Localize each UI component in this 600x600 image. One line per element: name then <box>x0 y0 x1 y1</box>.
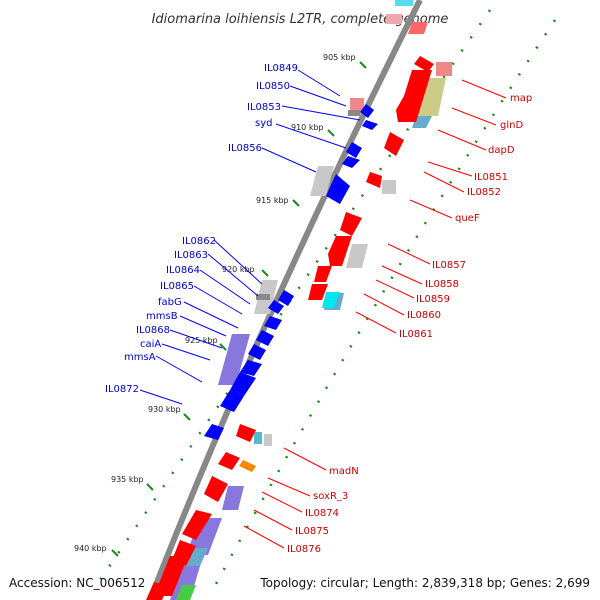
gene-arrow <box>322 292 340 308</box>
gene-label: IL0861 <box>399 329 433 340</box>
gene-arrow <box>204 424 224 440</box>
gene-label: IL0862 <box>182 236 216 247</box>
cog-block <box>239 460 256 472</box>
gene-arrow <box>384 132 404 156</box>
gene-label: mmsA <box>124 352 156 363</box>
gene-arrow <box>182 510 212 540</box>
gene-label: IL0852 <box>467 187 501 198</box>
gene-arrow <box>256 330 274 346</box>
gene-label: IL0876 <box>287 544 321 555</box>
gene-arrow <box>308 284 328 300</box>
gene-arrow <box>264 316 282 330</box>
gene-label: caiA <box>140 339 161 350</box>
reverse-leader-lines <box>139 69 361 405</box>
gene-label: fabG <box>158 297 182 308</box>
gene-label: madN <box>329 466 359 477</box>
gene-label: IL0851 <box>474 172 508 183</box>
gene-label: soxR_3 <box>313 491 348 502</box>
scale-label: 915 kbp <box>256 196 289 205</box>
genome-summary-text: Topology: circular; Length: 2,839,318 bp… <box>259 576 590 590</box>
gene-label: syd <box>255 118 272 129</box>
gene-label: IL0863 <box>174 250 208 261</box>
gene-arrow <box>220 390 244 412</box>
cog-block <box>412 116 432 128</box>
gene-label: IL0856 <box>228 143 262 154</box>
map-title: Idiomarina loihiensis L2TR, complete gen… <box>152 12 449 27</box>
gene-arrow <box>204 476 228 502</box>
gene-arrow <box>230 372 256 396</box>
scale-label: 930 kbp <box>148 405 181 414</box>
gene-arrow <box>314 266 332 282</box>
genome-backbone <box>147 0 423 600</box>
cog-block <box>218 334 250 385</box>
forward-genes <box>146 22 434 600</box>
scale-label: 940 kbp <box>74 544 107 553</box>
gene-arrow <box>342 156 360 168</box>
cog-block <box>386 14 402 24</box>
gene-label: IL0875 <box>295 526 329 537</box>
scale-ticks <box>111 61 367 557</box>
cog-block <box>346 244 368 268</box>
reverse-genes <box>204 104 378 440</box>
gene-label: IL0860 <box>407 310 441 321</box>
reverse-gene-labels: IL0849 IL0850 IL0853 syd IL0856 IL0862 I… <box>105 63 298 395</box>
gene-arrow <box>326 174 350 204</box>
gene-arrow <box>362 120 378 130</box>
cog-block <box>395 0 413 6</box>
gene-label: dapD <box>488 145 515 156</box>
gene-arrow <box>328 236 352 266</box>
gene-label: queF <box>455 213 480 224</box>
scale-label: 920 kbp <box>222 265 255 274</box>
gene-label: IL0872 <box>105 384 139 395</box>
cog-block <box>254 432 262 444</box>
cog-block <box>382 180 396 194</box>
gene-arrow <box>360 104 374 118</box>
gene-label: glnD <box>500 120 523 131</box>
gene-label: IL0858 <box>425 279 459 290</box>
gene-label: IL0874 <box>305 508 339 519</box>
gene-arrow <box>340 212 362 236</box>
gene-arrow <box>414 56 434 72</box>
gene-label: map <box>510 93 532 104</box>
cog-track-forward <box>170 0 452 600</box>
gene-arrow <box>408 22 428 34</box>
gene-arrow <box>396 70 432 122</box>
forward-gene-labels: map glnD dapD IL0851 IL0852 queF IL0857 … <box>287 93 532 555</box>
gene-label: IL0859 <box>416 294 450 305</box>
gene-arrow <box>268 300 284 314</box>
gene-arrow <box>146 582 168 600</box>
gene-label: mmsB <box>146 311 178 322</box>
gene-label: IL0857 <box>432 260 466 271</box>
gene-label: IL0865 <box>160 281 194 292</box>
gene-label: IL0868 <box>136 325 170 336</box>
cog-block <box>310 166 334 196</box>
scale-label: 910 kbp <box>291 123 324 132</box>
accession-text: Accession: NC_006512 <box>9 576 145 590</box>
outer-dotted-track <box>98 9 557 596</box>
cog-block <box>348 110 360 116</box>
gene-label: IL0853 <box>247 102 281 113</box>
cog-block <box>264 434 272 446</box>
gene-label: IL0850 <box>256 81 290 92</box>
scale-label: 905 kbp <box>323 53 356 62</box>
scale-label: 935 kbp <box>111 475 144 484</box>
gene-arrow <box>236 424 256 442</box>
gene-label: IL0849 <box>264 63 298 74</box>
gene-arrow <box>240 360 262 376</box>
cog-block <box>222 486 244 510</box>
cog-block <box>436 62 452 76</box>
gene-label: IL0864 <box>166 265 200 276</box>
gene-arrow <box>278 290 294 306</box>
gene-arrow <box>248 344 266 360</box>
cog-block <box>176 585 196 600</box>
gene-arrow <box>346 142 362 158</box>
forward-leader-lines <box>243 79 507 549</box>
cog-block <box>256 294 270 300</box>
gene-arrow <box>218 452 240 470</box>
gene-arrow <box>366 172 382 188</box>
